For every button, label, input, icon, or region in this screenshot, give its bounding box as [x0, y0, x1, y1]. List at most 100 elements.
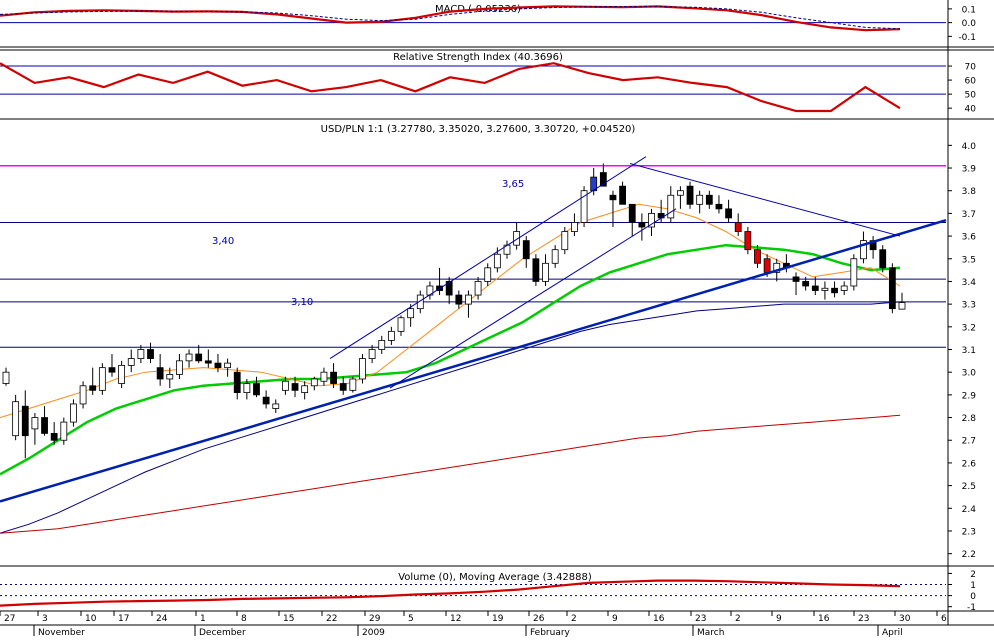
trend-line: [629, 163, 901, 237]
candle: [571, 213, 578, 237]
candle: [667, 186, 675, 223]
candle-body: [310, 378, 318, 387]
candle-body: [696, 194, 704, 205]
trend-line: [389, 208, 677, 389]
candle-body: [320, 371, 328, 382]
candle-body: [330, 371, 337, 384]
rsi-y-tick-label: 60: [965, 77, 977, 87]
candle-body: [879, 249, 887, 269]
candle: [320, 367, 328, 386]
candle-body: [339, 383, 347, 391]
candle: [542, 254, 549, 286]
candle-body: [860, 240, 867, 260]
candle-body: [21, 405, 29, 437]
candle-body: [734, 222, 742, 232]
price-y-tick-label: 3.8: [962, 187, 977, 197]
candle-body: [445, 281, 453, 296]
candle-body: [60, 421, 68, 441]
candle-body: [667, 194, 675, 219]
candle: [359, 354, 366, 384]
candle-body: [368, 349, 376, 359]
candle: [31, 413, 39, 445]
candle: [686, 181, 694, 209]
candle-body: [811, 285, 819, 291]
candle-body: [349, 378, 357, 391]
candle: [455, 290, 463, 309]
candle: [715, 195, 723, 214]
candle-body: [98, 367, 106, 391]
candle: [561, 227, 569, 255]
candle-body: [590, 176, 598, 192]
volume-title: Volume (0), Moving Average (3.42888): [398, 572, 592, 583]
candle-body: [118, 364, 126, 384]
candle: [474, 276, 482, 300]
candle: [397, 315, 405, 336]
moving-average-line: [0, 414, 901, 534]
candle-body: [599, 172, 607, 187]
candle-body: [580, 190, 588, 223]
x-tick-label: 5: [408, 614, 414, 624]
x-tick-label: 23: [695, 614, 706, 624]
candle: [50, 422, 58, 445]
candle: [253, 376, 260, 398]
candle: [638, 213, 646, 241]
month-label: December: [199, 628, 246, 638]
x-tick-label: 23: [858, 614, 869, 624]
candle-body: [233, 371, 241, 393]
candle-body: [773, 262, 781, 273]
candle: [840, 281, 848, 296]
candle: [677, 186, 684, 209]
x-tick-label: 6: [941, 614, 947, 624]
candle: [705, 190, 713, 209]
candle: [416, 290, 424, 314]
x-tick-label: 12: [450, 614, 461, 624]
candle: [619, 181, 627, 205]
price-y-tick-label: 2.3: [962, 527, 976, 537]
x-tick-label: 2: [571, 614, 577, 624]
candle-body: [301, 385, 309, 394]
candle: [445, 276, 453, 305]
candle-body: [754, 249, 761, 264]
candle-body: [571, 222, 578, 232]
rsi-panel: [0, 62, 946, 113]
candle: [166, 367, 174, 389]
annotation-365: 3,65: [502, 179, 524, 190]
candle: [291, 376, 299, 398]
price-y-tick-label: 2.9: [962, 391, 977, 401]
candle-body: [792, 276, 800, 282]
candle: [233, 367, 241, 400]
candle-body: [522, 240, 530, 260]
candle-body: [416, 294, 424, 310]
candle: [185, 349, 193, 368]
candle: [378, 335, 386, 355]
candle-body: [176, 360, 183, 375]
candle-body: [156, 367, 164, 380]
volume-y-tick-label: -1: [967, 603, 976, 613]
price-y-tick-label: 3.2: [962, 323, 976, 333]
candle-body: [628, 203, 636, 223]
month-label: March: [697, 628, 724, 638]
x-tick-label: 9: [612, 614, 618, 624]
candle-body: [802, 281, 810, 287]
moving-average-line: [0, 301, 901, 534]
candle: [407, 304, 415, 327]
x-tick-label: 16: [653, 614, 665, 624]
candle-body: [185, 353, 193, 362]
x-tick-label: 27: [4, 614, 15, 624]
price-y-tick-label: 2.7: [962, 437, 976, 447]
candle-body: [821, 287, 829, 291]
candle-body: [253, 383, 260, 396]
candle: [272, 399, 280, 414]
axis-labels: 0.10.0-0.1706050404.03.93.83.73.63.53.43…: [0, 5, 976, 638]
price-y-tick-label: 2.6: [962, 459, 977, 469]
x-tick-label: 3: [42, 614, 48, 624]
candle: [860, 231, 867, 264]
candle: [879, 245, 887, 273]
candle: [725, 199, 732, 223]
candle: [831, 281, 838, 298]
candle: [349, 376, 357, 393]
candle-body: [542, 262, 549, 282]
x-tick-label: 9: [776, 614, 782, 624]
candle-body: [224, 362, 231, 369]
